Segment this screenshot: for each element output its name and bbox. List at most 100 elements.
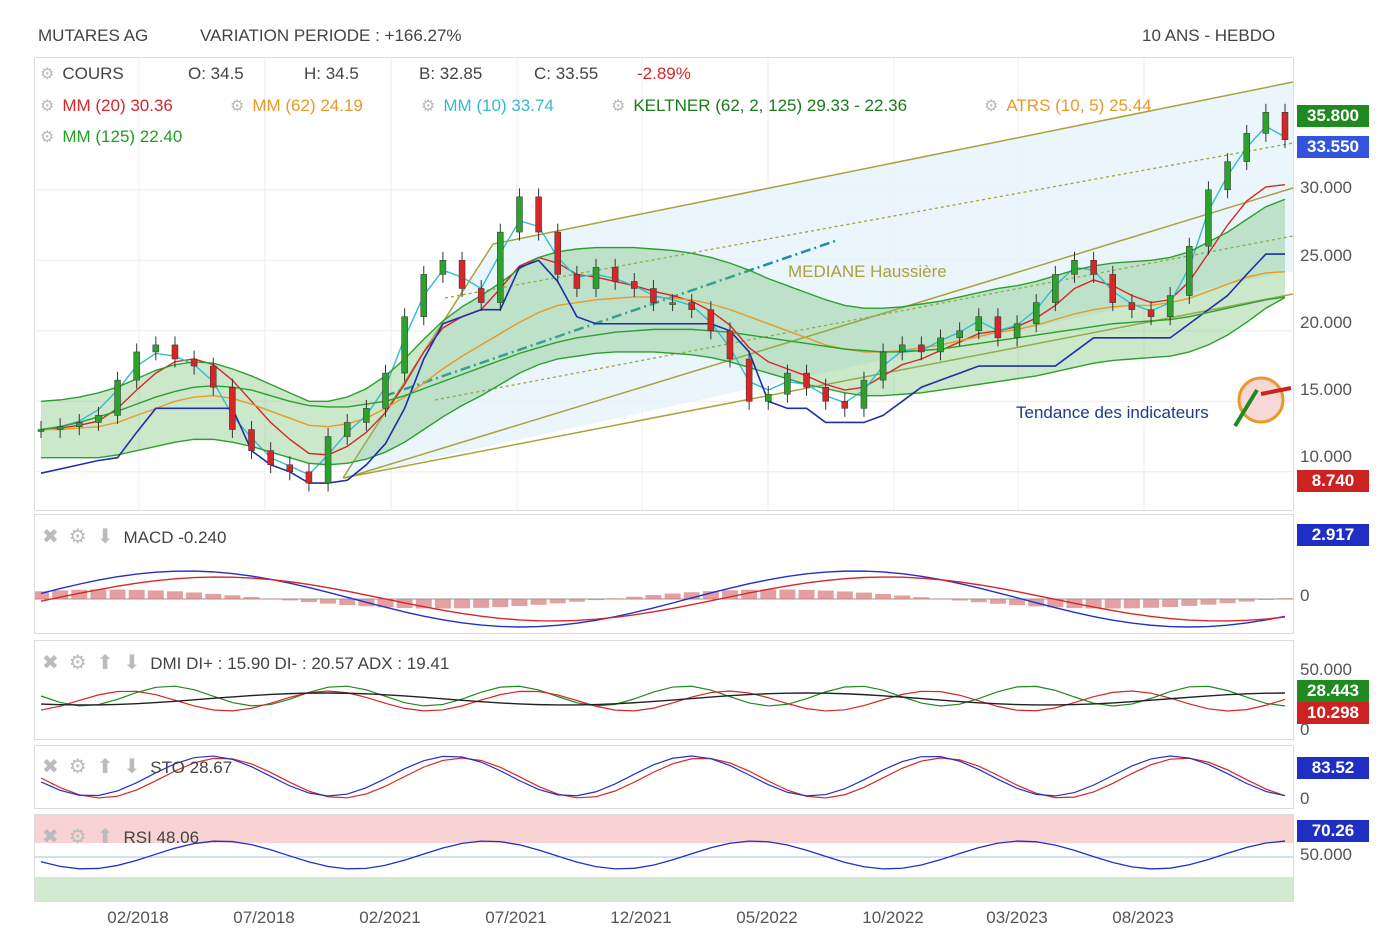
- trend-channel-line: [344, 187, 1293, 479]
- legend-mm10[interactable]: ⚙ MM (10) 33.74: [421, 96, 554, 115]
- macd-histogram-bar: [320, 599, 337, 604]
- candle: [401, 316, 408, 374]
- macd-histogram-bar: [588, 599, 605, 601]
- macd-histogram-bar: [1162, 599, 1179, 608]
- gear-icon[interactable]: ⚙: [40, 129, 55, 146]
- dmi-panel: [34, 640, 1294, 740]
- macd-histogram-bar: [817, 590, 834, 599]
- macd-histogram-bar: [721, 590, 738, 599]
- trend-arrow-right: [1260, 386, 1292, 396]
- legend-mm62[interactable]: ⚙ MM (62) 24.19: [230, 96, 363, 115]
- macd-histogram-bar: [1009, 599, 1026, 606]
- keltner-band: [41, 199, 1285, 465]
- macd-histogram-bar: [71, 589, 88, 599]
- sto-tag: 83.52: [1297, 757, 1369, 779]
- candle: [592, 267, 600, 289]
- close-icon[interactable]: ✖: [42, 526, 59, 548]
- series-mm-125-: [40, 296, 1286, 431]
- candle: [898, 344, 906, 353]
- x-tick-label: 07/2021: [485, 908, 547, 927]
- x-tick-label: 10/2022: [862, 908, 924, 927]
- arrow-down-icon[interactable]: ⬇: [123, 652, 141, 674]
- candle: [458, 260, 466, 289]
- candle: [324, 436, 332, 484]
- gear-icon[interactable]: ⚙: [230, 98, 245, 115]
- adx-line: [40, 692, 1286, 706]
- gear-icon[interactable]: ⚙: [611, 98, 626, 115]
- candle: [516, 196, 523, 233]
- candle: [114, 379, 121, 416]
- candle: [554, 231, 561, 275]
- candle: [860, 379, 868, 409]
- candle: [611, 267, 619, 282]
- gear-icon[interactable]: ⚙: [68, 526, 87, 548]
- candle: [171, 344, 179, 360]
- gear-icon[interactable]: ⚙: [40, 66, 55, 83]
- candle: [382, 372, 389, 409]
- legend-cours[interactable]: ⚙ COURS: [40, 64, 124, 83]
- candle: [1032, 302, 1040, 324]
- period-variation: VARIATION PERIODE : +166.27%: [200, 26, 462, 45]
- macd-histogram-bar: [855, 592, 872, 599]
- legend-mm125[interactable]: ⚙ MM (125) 22.40: [40, 127, 183, 146]
- gear-icon[interactable]: ⚙: [68, 652, 87, 674]
- arrow-up-icon[interactable]: ⬆: [96, 756, 114, 778]
- macd-histogram-bar: [1104, 599, 1121, 609]
- gear-icon[interactable]: ⚙: [40, 98, 55, 115]
- macd-histogram-bar: [1200, 599, 1217, 605]
- period-label[interactable]: 10 ANS - HEBDO: [1142, 26, 1276, 45]
- close-icon[interactable]: ✖: [42, 826, 59, 848]
- macd-histogram-bar: [741, 589, 758, 599]
- price-tag-low: 8.740: [1297, 470, 1369, 492]
- macd-histogram-bar: [128, 589, 145, 599]
- company-name: MUTARES AG: [38, 26, 149, 45]
- candle: [1147, 309, 1155, 317]
- candle: [1109, 274, 1117, 303]
- gear-icon[interactable]: ⚙: [68, 756, 87, 778]
- candle: [152, 344, 160, 353]
- trend-channel-dotted: [434, 235, 1293, 401]
- rsi-legend: ✖ ⚙ ⬆ RSI 48.06: [42, 826, 200, 848]
- arrow-down-icon[interactable]: ⬇: [96, 526, 114, 548]
- close-icon[interactable]: ✖: [42, 652, 59, 674]
- gear-icon[interactable]: ⚙: [421, 98, 436, 115]
- rsi-tag: 70.26: [1297, 820, 1369, 842]
- macd-histogram-bar: [607, 598, 624, 599]
- close-icon[interactable]: ✖: [42, 756, 59, 778]
- macd-histogram-bar: [415, 599, 432, 609]
- macd-histogram-bar: [109, 589, 126, 599]
- macd-panel: [34, 514, 1294, 634]
- macd-histogram-bar: [530, 599, 547, 605]
- arrow-up-icon[interactable]: ⬆: [96, 652, 114, 674]
- arrow-down-icon[interactable]: ⬇: [123, 756, 141, 778]
- candle: [477, 288, 485, 303]
- macd-histogram-bar: [894, 595, 911, 599]
- candle: [631, 281, 638, 289]
- gear-icon[interactable]: ⚙: [984, 98, 999, 115]
- arrow-up-icon[interactable]: ⬆: [96, 826, 114, 848]
- macd-histogram-bar: [1143, 599, 1160, 608]
- candle: [95, 415, 102, 423]
- legend-keltner[interactable]: ⚙ KELTNER (62, 2, 125) 29.33 - 22.36: [611, 96, 908, 115]
- dmi-tag-green: 28.443: [1297, 680, 1369, 702]
- candle: [1205, 189, 1212, 247]
- macd-histogram-bar: [90, 589, 107, 599]
- candle: [726, 330, 734, 360]
- price-chart: [35, 58, 1293, 510]
- candle: [669, 302, 676, 305]
- price-tag-last: 33.550: [1297, 136, 1369, 158]
- candle: [535, 196, 542, 233]
- candle: [497, 231, 504, 303]
- legend-mm20[interactable]: ⚙ MM (20) 30.36: [40, 96, 173, 115]
- legend-atrs[interactable]: ⚙ ATRS (10, 5) 25.44: [984, 96, 1152, 115]
- gear-icon[interactable]: ⚙: [68, 826, 87, 848]
- rsi-oversold-zone: [35, 877, 1293, 901]
- candle: [343, 422, 351, 437]
- macd-histogram-bar: [549, 599, 566, 604]
- macd-histogram-bar: [224, 595, 241, 599]
- macd-histogram-bar: [1181, 599, 1198, 606]
- candle: [305, 471, 313, 484]
- macd-histogram-bar: [798, 589, 815, 599]
- macd-zero: 0: [1300, 586, 1310, 605]
- candle: [956, 330, 963, 339]
